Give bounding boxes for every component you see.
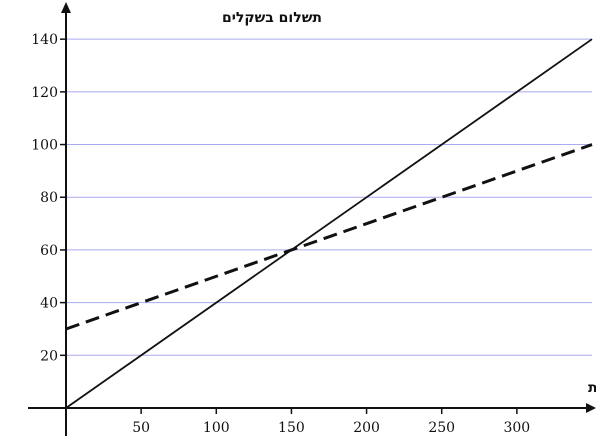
y-tick-label-140: 140	[31, 32, 58, 48]
x-axis-title: מספר שיחות	[588, 380, 596, 396]
x-tick-label-200: 200	[353, 420, 380, 436]
y-tick-label-20: 20	[40, 348, 58, 364]
y-axis-arrow	[61, 2, 71, 13]
y-tick-label-100: 100	[31, 138, 58, 154]
x-tick-label-50: 50	[132, 420, 150, 436]
x-axis-arrow	[586, 403, 596, 413]
grid-lines	[66, 38, 592, 356]
axes	[28, 2, 596, 436]
y-axis-title: תשלום בשקלים	[222, 10, 322, 26]
y-tick-label-40: 40	[40, 296, 58, 312]
x-tick-label-250: 250	[428, 420, 455, 436]
x-ticks: 50 100 150 200 250 300	[132, 408, 530, 436]
x-tick-label-300: 300	[503, 420, 530, 436]
series-line-2-dashed	[65, 143, 593, 331]
x-tick-label-150: 150	[278, 420, 305, 436]
series-group	[65, 38, 593, 409]
y-tick-label-120: 120	[31, 85, 58, 101]
y-tick-label-80: 80	[40, 190, 58, 206]
y-tick-label-60: 60	[40, 243, 58, 259]
series-line-1-solid	[65, 38, 593, 409]
y-ticks: 20 40 60 80 100 120 140	[31, 32, 66, 364]
x-tick-label-100: 100	[203, 420, 230, 436]
